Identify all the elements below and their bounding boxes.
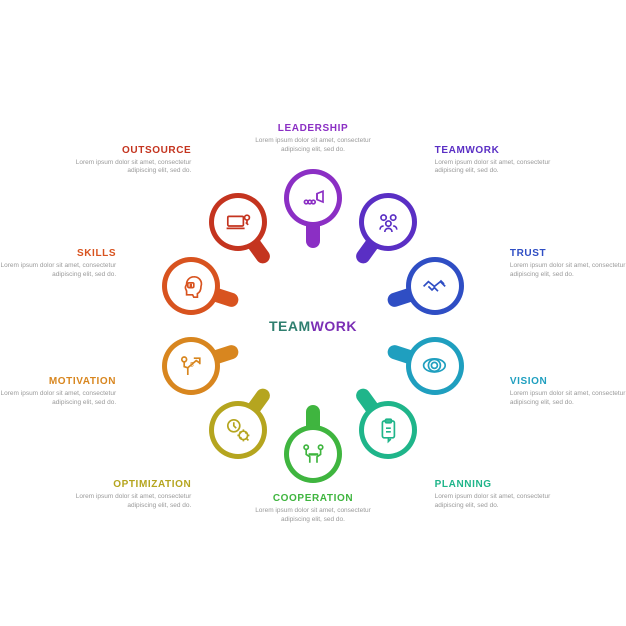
node-motivation: $ (162, 337, 220, 395)
growth-icon: $ (167, 342, 215, 390)
label-title: OUTSOURCE (71, 145, 191, 156)
label-body: Lorem ipsum dolor sit amet, consectetur … (253, 137, 373, 155)
node-optimization (209, 401, 267, 459)
label-body: Lorem ipsum dolor sit amet, consectetur … (253, 507, 373, 525)
hub: TEAMWORK (238, 251, 388, 401)
clockgear-icon (214, 406, 262, 454)
brain-icon (167, 262, 215, 310)
label-body: Lorem ipsum dolor sit amet, consectetur … (71, 493, 191, 511)
hub-title: TEAMWORK (269, 318, 357, 334)
label-title: OPTIMIZATION (71, 479, 191, 490)
label-skills: SKILLS Lorem ipsum dolor sit amet, consec… (0, 248, 116, 280)
node-leadership (284, 169, 342, 227)
label-title: TEAMWORK (435, 145, 555, 156)
node-skills (162, 257, 220, 315)
label-title: SKILLS (0, 248, 116, 259)
label-cooperation: COOPERATION Lorem ipsum dolor sit amet, c… (253, 493, 373, 525)
label-title: COOPERATION (253, 493, 373, 504)
label-trust: TRUST Lorem ipsum dolor sit amet, consect… (510, 248, 626, 280)
label-title: PLANNING (435, 479, 555, 490)
node-cooperation (284, 425, 342, 483)
label-optimization: OPTIMIZATION Lorem ipsum dolor sit amet, … (71, 479, 191, 511)
label-title: MOTIVATION (0, 376, 116, 387)
laptop-icon (214, 198, 262, 246)
label-body: Lorem ipsum dolor sit amet, consectetur … (71, 159, 191, 177)
label-title: LEADERSHIP (253, 123, 373, 134)
label-body: Lorem ipsum dolor sit amet, consectetur … (0, 390, 116, 408)
label-leadership: LEADERSHIP Lorem ipsum dolor sit amet, co… (253, 123, 373, 155)
label-vision: VISION Lorem ipsum dolor sit amet, consec… (510, 376, 626, 408)
label-body: Lorem ipsum dolor sit amet, consectetur … (510, 390, 626, 408)
label-body: Lorem ipsum dolor sit amet, consectetur … (0, 262, 116, 280)
eye-icon (411, 342, 459, 390)
carry-icon (289, 430, 337, 478)
label-outsource: OUTSOURCE Lorem ipsum dolor sit amet, con… (71, 145, 191, 177)
node-trust (406, 257, 464, 315)
label-motivation: MOTIVATION Lorem ipsum dolor sit amet, co… (0, 376, 116, 408)
node-vision (406, 337, 464, 395)
label-body: Lorem ipsum dolor sit amet, consectetur … (435, 493, 555, 511)
label-teamwork: TEAMWORK Lorem ipsum dolor sit amet, cons… (435, 145, 555, 177)
node-outsource (209, 193, 267, 251)
handshake-icon (411, 262, 459, 310)
clipboard-icon (364, 406, 412, 454)
node-teamwork (359, 193, 417, 251)
label-title: TRUST (510, 248, 626, 259)
label-planning: PLANNING Lorem ipsum dolor sit amet, cons… (435, 479, 555, 511)
label-title: VISION (510, 376, 626, 387)
label-body: Lorem ipsum dolor sit amet, consectetur … (510, 262, 626, 280)
label-body: Lorem ipsum dolor sit amet, consectetur … (435, 159, 555, 177)
node-planning (359, 401, 417, 459)
infographic-stage: TEAMWORK LEADERSHIP Lorem ipsum dolor sit … (0, 0, 626, 626)
team-icon (364, 198, 412, 246)
megaphone-icon (289, 174, 337, 222)
